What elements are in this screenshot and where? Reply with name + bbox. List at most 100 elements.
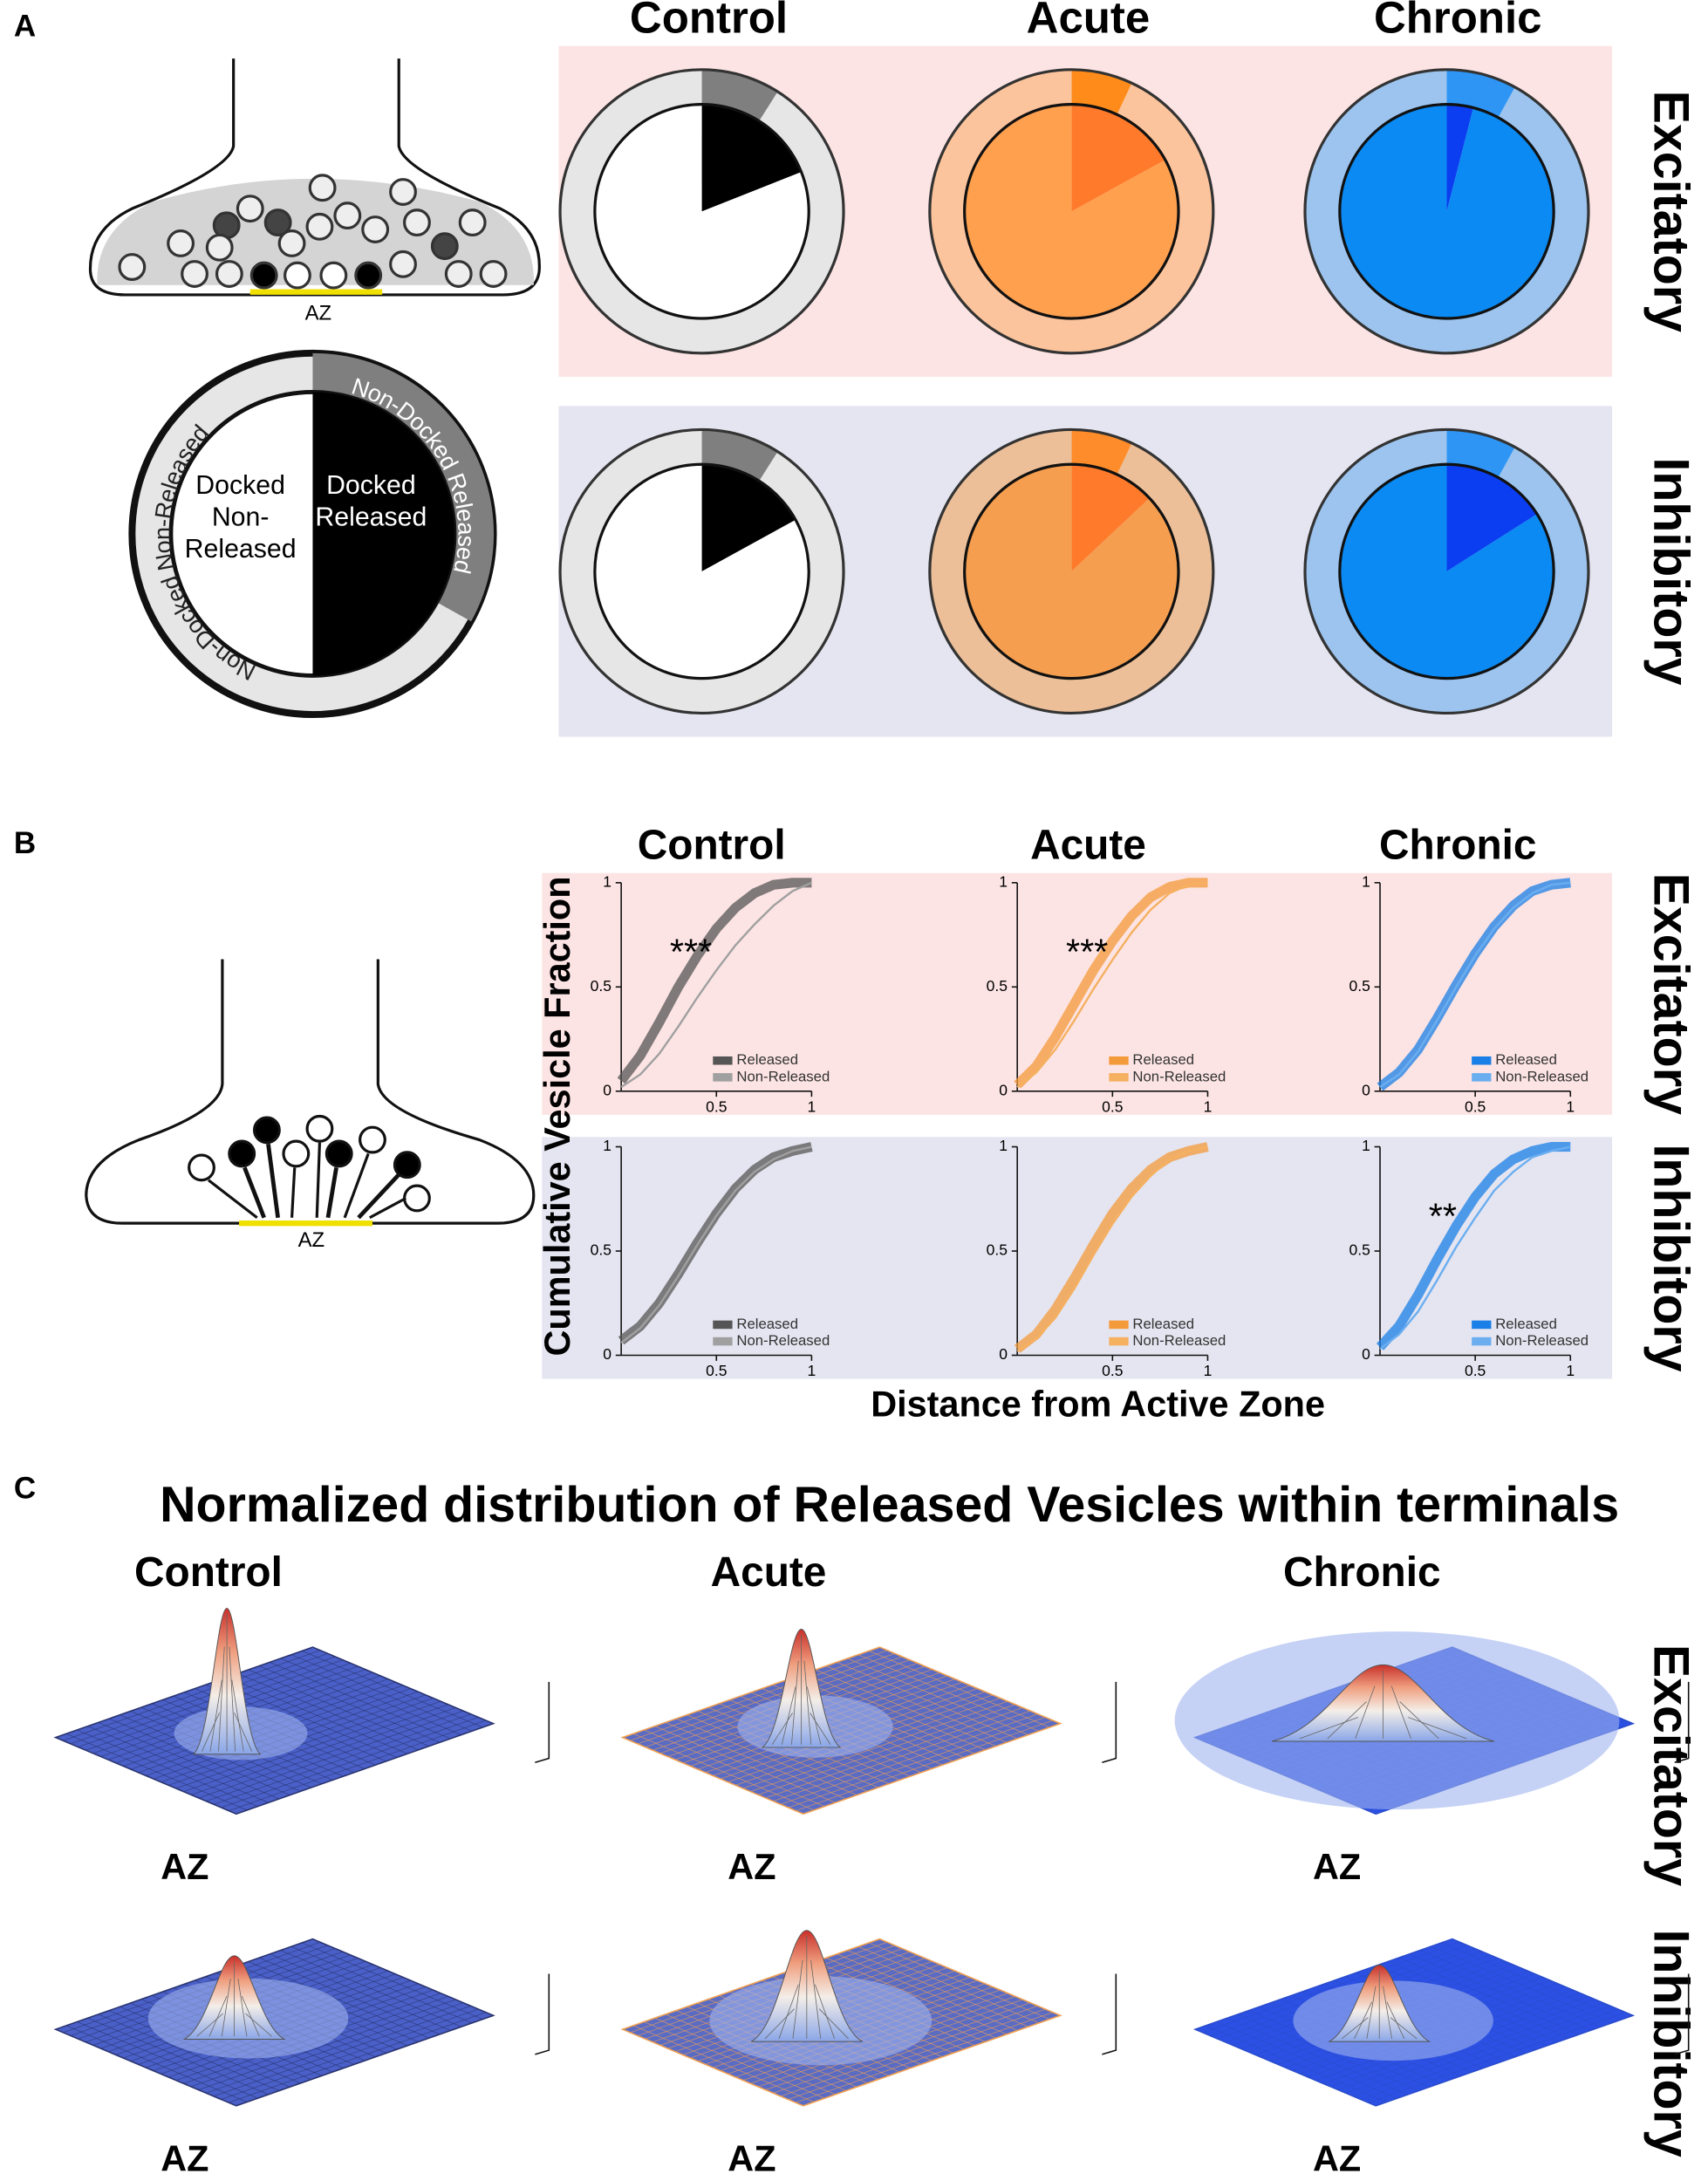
series-line bbox=[1376, 1141, 1571, 1350]
core-label: Released bbox=[315, 503, 427, 531]
x-tick-label: 1 bbox=[1204, 1098, 1213, 1116]
legend-label: Released bbox=[1132, 1316, 1194, 1332]
peak-mesh bbox=[1399, 1701, 1439, 1740]
core-segment bbox=[964, 464, 1179, 679]
panel-label: C bbox=[14, 1471, 36, 1505]
mesh-line bbox=[270, 1953, 451, 2031]
core-segment bbox=[1446, 104, 1473, 212]
x-tick-label: 1 bbox=[1204, 1362, 1213, 1379]
panel-label: A bbox=[14, 9, 36, 43]
az-label: AZ bbox=[728, 1847, 775, 1887]
inner-outline bbox=[963, 462, 1180, 680]
peak-mesh bbox=[781, 1686, 796, 1745]
inner-outline bbox=[593, 103, 810, 320]
peak-mesh bbox=[229, 1646, 236, 1752]
peak-mesh bbox=[196, 2013, 223, 2037]
peak-mesh bbox=[208, 1995, 228, 2037]
x-tick-label: 0.5 bbox=[1465, 1362, 1486, 1379]
outer-outline bbox=[558, 427, 845, 715]
axis-corner bbox=[1674, 1681, 1690, 1764]
significance: *** bbox=[670, 933, 712, 973]
series-line bbox=[1014, 878, 1208, 1089]
peak-mesh bbox=[1390, 1685, 1411, 1739]
x-tick-label: 0.5 bbox=[706, 1362, 727, 1379]
y-tick-label: 0 bbox=[1362, 1345, 1370, 1363]
series-line bbox=[1016, 1145, 1208, 1352]
az-label: AZ bbox=[161, 1847, 208, 1887]
core-segment bbox=[1339, 104, 1554, 318]
legend-swatch bbox=[1109, 1337, 1129, 1346]
mesh-line bbox=[1409, 1953, 1591, 2031]
y-axis-label: Cumulative Vesicle Fraction bbox=[537, 876, 577, 1356]
outer-outline bbox=[1303, 68, 1590, 355]
mesh-line bbox=[857, 1945, 1040, 2024]
outer-outline bbox=[928, 68, 1215, 355]
mesh-line bbox=[780, 2005, 1038, 2097]
peak-mesh bbox=[221, 1979, 231, 2037]
legend-label: Released bbox=[736, 1051, 798, 1068]
legend-swatch bbox=[1109, 1320, 1129, 1330]
legend-label: Non-Released bbox=[1495, 1332, 1588, 1349]
peak-mesh bbox=[245, 2013, 272, 2037]
mesh-line bbox=[1441, 1942, 1623, 2020]
x-tick-label: 0.5 bbox=[1465, 1098, 1486, 1116]
row-label: Inhibitory bbox=[1643, 1930, 1699, 2157]
surface-plot bbox=[53, 1607, 550, 1815]
mesh-line bbox=[788, 2008, 1046, 2100]
panel-label: B bbox=[14, 826, 36, 860]
x-tick-label: 1 bbox=[1566, 1098, 1575, 1116]
inner-outline bbox=[1338, 462, 1555, 680]
core-segment bbox=[594, 464, 810, 679]
series-line bbox=[1379, 1145, 1571, 1350]
peak-mesh bbox=[231, 1679, 244, 1752]
mesh-line bbox=[229, 1720, 487, 1811]
y-tick-label: 0 bbox=[999, 1345, 1008, 1363]
y-tick-label: 0.5 bbox=[1349, 1241, 1370, 1259]
column-heading: Control bbox=[638, 823, 786, 869]
peak-mesh bbox=[218, 1646, 225, 1752]
surface-plot bbox=[620, 1930, 1117, 2107]
peak-mesh bbox=[1386, 2001, 1405, 2040]
column-heading: Chronic bbox=[1379, 823, 1537, 869]
mesh-line bbox=[857, 1654, 1040, 1732]
column-heading: Control bbox=[134, 1549, 283, 1596]
core-label: Docked bbox=[326, 471, 416, 500]
peak-mesh bbox=[1354, 2001, 1372, 2040]
series-line bbox=[1377, 878, 1571, 1091]
x-axis-label: Distance from Active Zone bbox=[871, 1384, 1325, 1424]
outer-outline bbox=[558, 68, 845, 355]
mesh-line bbox=[847, 1658, 1028, 1735]
az-label: AZ bbox=[305, 302, 332, 325]
outer-outline bbox=[1303, 427, 1590, 715]
axis-corner bbox=[535, 1681, 550, 1764]
legend-label: Released bbox=[1132, 1051, 1194, 1068]
inner-outline bbox=[963, 103, 1180, 320]
y-tick-label: 1 bbox=[999, 1137, 1008, 1154]
legend-swatch bbox=[713, 1056, 733, 1065]
mesh-line bbox=[270, 1661, 451, 1740]
peak-mesh bbox=[815, 1984, 836, 2040]
y-tick-label: 1 bbox=[1362, 1137, 1370, 1154]
mesh-line bbox=[847, 1950, 1028, 2027]
panel-title: Normalized distribution of Released Vesi… bbox=[160, 1477, 1619, 1533]
mesh-line bbox=[1368, 2012, 1626, 2103]
mesh-line bbox=[290, 1945, 473, 2024]
peak-mesh bbox=[806, 1686, 822, 1745]
axis-corner bbox=[535, 1973, 550, 2055]
legend-swatch bbox=[1472, 1073, 1492, 1082]
mesh-line bbox=[1419, 1950, 1602, 2027]
legend-label: Non-Released bbox=[1132, 1068, 1226, 1084]
y-tick-label: 1 bbox=[1362, 872, 1370, 890]
mesh-line bbox=[796, 1720, 1054, 1811]
legend-label: Non-Released bbox=[1132, 1332, 1226, 1349]
inner-outline bbox=[593, 462, 810, 680]
inhibitory-background bbox=[542, 1137, 1613, 1379]
y-tick-label: 0 bbox=[1362, 1081, 1370, 1098]
mesh-line bbox=[837, 1661, 1018, 1740]
core-label: Docked bbox=[195, 471, 285, 500]
legend-label: Released bbox=[1495, 1316, 1557, 1332]
mesh-line bbox=[290, 1654, 473, 1732]
column-heading: Chronic bbox=[1374, 0, 1542, 43]
mesh-line bbox=[788, 1717, 1046, 1808]
